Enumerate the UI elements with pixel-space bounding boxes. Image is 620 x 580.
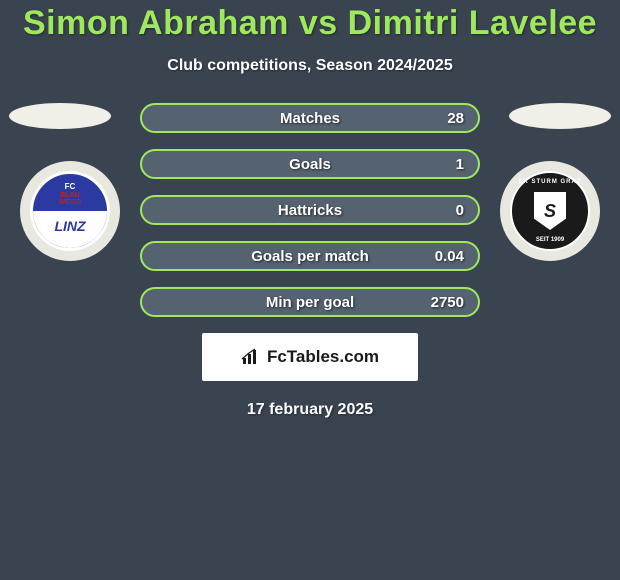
left-team-badge: FC BLAUWEISS LINZ xyxy=(20,161,120,261)
left-oval-decor xyxy=(9,103,111,129)
badge-seit-text: SEIT 1909 xyxy=(536,237,564,243)
stat-value: 28 xyxy=(447,110,464,127)
fc-blau-weiss-linz-logo: FC BLAUWEISS LINZ xyxy=(30,171,110,251)
right-team-badge: SK STURM GRAZ S SEIT 1909 xyxy=(500,161,600,261)
stat-label: Matches xyxy=(280,110,340,127)
badge-linz-text: LINZ xyxy=(54,218,85,234)
fctables-logo-box: FcTables.com xyxy=(202,333,418,381)
stats-area: FC BLAUWEISS LINZ SK STURM GRAZ S SEIT 1… xyxy=(0,103,620,419)
badge-bw-text: BLAUWEISS xyxy=(59,192,82,206)
stat-value: 2750 xyxy=(431,294,464,311)
comparison-card: Simon Abraham vs Dimitri Lavelee Club co… xyxy=(0,0,620,419)
stat-bar-hattricks: Hattricks 0 xyxy=(140,195,480,225)
stat-value: 0.04 xyxy=(435,248,464,265)
stat-bar-goals-per-match: Goals per match 0.04 xyxy=(140,241,480,271)
badge-fc-text: FC xyxy=(65,182,76,191)
stat-label: Goals xyxy=(289,156,331,173)
page-title: Simon Abraham vs Dimitri Lavelee xyxy=(0,4,620,43)
stat-bar-min-per-goal: Min per goal 2750 xyxy=(140,287,480,317)
badge-shield-icon: S xyxy=(534,192,566,230)
date-text: 17 february 2025 xyxy=(0,401,620,419)
badge-sturm-text: SK STURM GRAZ xyxy=(519,179,582,185)
stat-value: 0 xyxy=(456,202,464,219)
subtitle: Club competitions, Season 2024/2025 xyxy=(0,57,620,75)
fctables-logo-text: FcTables.com xyxy=(267,347,379,367)
right-oval-decor xyxy=(509,103,611,129)
stat-bars: Matches 28 Goals 1 Hattricks 0 Goals per… xyxy=(140,103,480,317)
stat-label: Min per goal xyxy=(266,294,354,311)
badge-s-letter: S xyxy=(544,201,556,222)
sk-sturm-graz-logo: SK STURM GRAZ S SEIT 1909 xyxy=(510,171,590,251)
stat-bar-matches: Matches 28 xyxy=(140,103,480,133)
stat-label: Goals per match xyxy=(251,248,369,265)
stat-value: 1 xyxy=(456,156,464,173)
stat-label: Hattricks xyxy=(278,202,342,219)
stat-bar-goals: Goals 1 xyxy=(140,149,480,179)
bar-chart-icon xyxy=(241,348,261,366)
